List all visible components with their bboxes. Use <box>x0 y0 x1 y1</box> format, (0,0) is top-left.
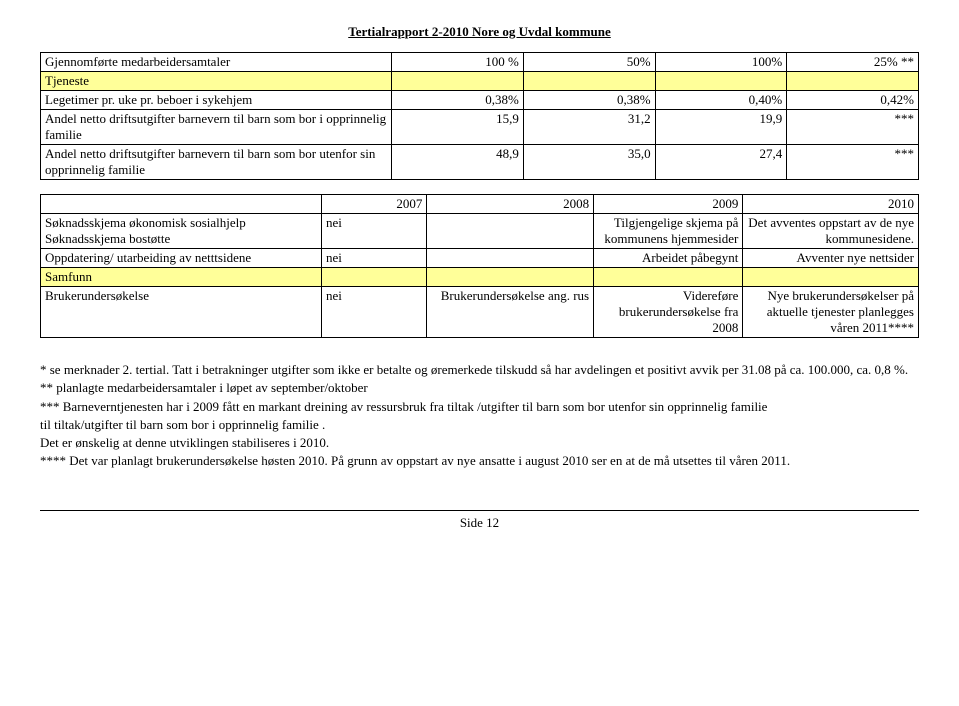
table-row: Søknadsskjema økonomisk sosialhjelpSøkna… <box>41 214 919 249</box>
table-header-row: 2007200820092010 <box>41 195 919 214</box>
table-cell: 100% <box>655 53 787 72</box>
table-cell: Andel netto driftsutgifter barnevern til… <box>41 110 392 145</box>
page-title: Tertialrapport 2-2010 Nore og Uvdal komm… <box>40 24 919 40</box>
table-cell <box>655 72 787 91</box>
table-cell: 19,9 <box>655 110 787 145</box>
table-row: Andel netto driftsutgifter barnevern til… <box>41 145 919 180</box>
table-cell: Det avventes oppstart av de nye kommunes… <box>743 214 919 249</box>
table-cell: Brukerundersøkelse <box>41 287 322 338</box>
table-cell: nei <box>321 214 426 249</box>
table-cell: Gjennomførte medarbeidersamtaler <box>41 53 392 72</box>
table-cell: Brukerundersøkelse ang. rus <box>427 287 594 338</box>
page-footer: Side 12 <box>40 510 919 531</box>
footnote-line: til tiltak/utgifter til barn som bor i o… <box>40 417 919 433</box>
footnote-line: Det er ønskelig at denne utviklingen sta… <box>40 435 919 451</box>
table-cell <box>427 214 594 249</box>
table-header-cell: 2007 <box>321 195 426 214</box>
table-row: Tjeneste <box>41 72 919 91</box>
table-cell: 100 % <box>392 53 524 72</box>
table-header-cell: 2009 <box>594 195 743 214</box>
table-cell: *** <box>787 145 919 180</box>
table-cell <box>427 249 594 268</box>
table-cell: Samfunn <box>41 268 322 287</box>
table-cell: Andel netto driftsutgifter barnevern til… <box>41 145 392 180</box>
table-cell <box>594 268 743 287</box>
table-cell <box>743 268 919 287</box>
table-cell: Avventer nye nettsider <box>743 249 919 268</box>
table-cell: nei <box>321 249 426 268</box>
table-cell: Videreføre brukerundersøkelse fra 2008 <box>594 287 743 338</box>
page-number: Side 12 <box>460 515 499 530</box>
footnote-line: * se merknader 2. tertial. Tatt i betrak… <box>40 362 919 378</box>
table-cell <box>321 268 426 287</box>
table-cell: Tilgjengelige skjema på kommunens hjemme… <box>594 214 743 249</box>
table-cell: 31,2 <box>523 110 655 145</box>
table-cell: 50% <box>523 53 655 72</box>
table-cell: 15,9 <box>392 110 524 145</box>
table-cell: Nye brukerundersøkelser på aktuelle tjen… <box>743 287 919 338</box>
footnotes: * se merknader 2. tertial. Tatt i betrak… <box>40 362 919 470</box>
table-cell: Oppdatering/ utarbeiding av netttsidene <box>41 249 322 268</box>
table-row: Samfunn <box>41 268 919 287</box>
table-cell: 0,38% <box>392 91 524 110</box>
table-cell: *** <box>787 110 919 145</box>
table-cell: 48,9 <box>392 145 524 180</box>
table-cell <box>523 72 655 91</box>
table-row: BrukerundersøkelseneiBrukerundersøkelse … <box>41 287 919 338</box>
table-cell: nei <box>321 287 426 338</box>
table-cell <box>787 72 919 91</box>
table-cell <box>392 72 524 91</box>
table-row: Oppdatering/ utarbeiding av netttsidenen… <box>41 249 919 268</box>
table-cell: 25% ** <box>787 53 919 72</box>
table-indicators: Gjennomførte medarbeidersamtaler100 %50%… <box>40 52 919 180</box>
table-row: Andel netto driftsutgifter barnevern til… <box>41 110 919 145</box>
table-cell: 0,42% <box>787 91 919 110</box>
footnote-line: *** Barneverntjenesten har i 2009 fått e… <box>40 399 919 415</box>
table-header-cell: 2010 <box>743 195 919 214</box>
footnote-line: **** Det var planlagt brukerundersøkelse… <box>40 453 919 469</box>
footnote-line: ** planlagte medarbeidersamtaler i løpet… <box>40 380 919 396</box>
table-cell: Legetimer pr. uke pr. beboer i sykehjem <box>41 91 392 110</box>
table-years: 2007200820092010 Søknadsskjema økonomisk… <box>40 194 919 338</box>
table-cell: 27,4 <box>655 145 787 180</box>
table-cell <box>427 268 594 287</box>
table-row: Gjennomførte medarbeidersamtaler100 %50%… <box>41 53 919 72</box>
table-cell: Søknadsskjema økonomisk sosialhjelpSøkna… <box>41 214 322 249</box>
table-row: Legetimer pr. uke pr. beboer i sykehjem0… <box>41 91 919 110</box>
table-header-cell <box>41 195 322 214</box>
table-cell: 35,0 <box>523 145 655 180</box>
table-cell: 0,38% <box>523 91 655 110</box>
footer-rule <box>40 510 919 511</box>
table-cell: Tjeneste <box>41 72 392 91</box>
table-header-cell: 2008 <box>427 195 594 214</box>
table-cell: Arbeidet påbegynt <box>594 249 743 268</box>
table-cell: 0,40% <box>655 91 787 110</box>
